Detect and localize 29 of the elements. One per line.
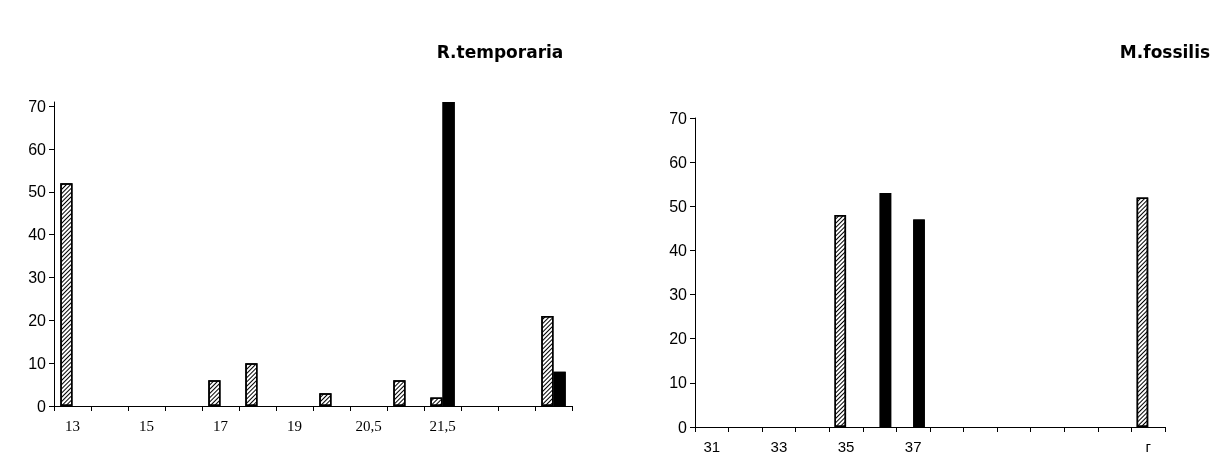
x-tick-label: 37 <box>904 438 922 455</box>
y-tick-label: 20 <box>28 311 47 329</box>
y-tick-label: 30 <box>28 269 47 287</box>
chart-title: R.temporaria <box>436 41 564 62</box>
y-tick-label: 10 <box>28 354 47 372</box>
y-tick-label: 0 <box>678 418 688 436</box>
x-tick-label: 15 <box>139 417 154 434</box>
x-tick-label: 35 <box>837 438 855 455</box>
y-tick-label: 50 <box>669 197 688 215</box>
x-tick-label: 20,5 <box>355 417 382 434</box>
y-tick-label: 40 <box>28 226 47 244</box>
y-tick-label: 70 <box>669 109 688 127</box>
x-tick-label: 13 <box>65 417 80 434</box>
y-tick-label: 50 <box>28 183 47 201</box>
x-tick-label: 19 <box>287 417 302 434</box>
y-tick-label: 10 <box>669 374 688 392</box>
x-tick-label: 21,5 <box>429 417 456 434</box>
y-tick-label: 30 <box>669 286 688 304</box>
y-tick-label: 20 <box>669 330 688 348</box>
y-tick-label: 60 <box>669 153 688 171</box>
y-tick-label: 0 <box>37 397 47 415</box>
chart-title: M.fossilis <box>1119 41 1211 62</box>
x-tick-label: 17 <box>213 417 229 434</box>
y-tick-label: 40 <box>669 241 688 259</box>
x-tick-label: 31 <box>703 438 721 455</box>
y-tick-label: 60 <box>28 140 47 158</box>
x-tick-label: г <box>1145 438 1152 455</box>
y-tick-label: 70 <box>28 97 47 115</box>
x-tick-label: 33 <box>770 438 788 455</box>
